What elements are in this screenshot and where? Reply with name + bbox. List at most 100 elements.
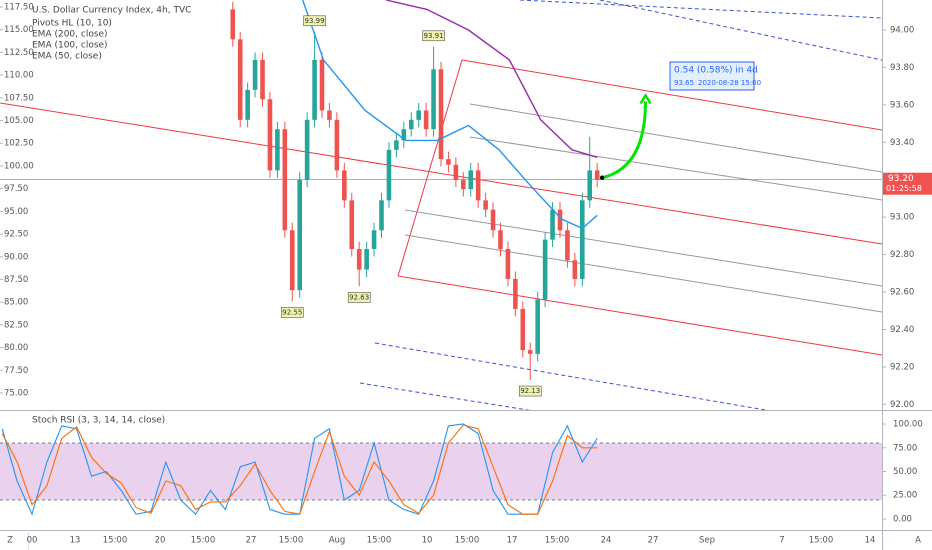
pivot-label: 92.55	[282, 308, 302, 316]
y-tick-label: 93.80	[890, 63, 914, 73]
series-line	[1, 424, 598, 515]
y2-tick-label: 97.50	[4, 184, 28, 194]
x-tick-label: 15:00	[367, 536, 392, 546]
x-tick-label: 15:00	[455, 536, 480, 546]
candle-body	[289, 230, 295, 291]
y-tick-label: 93.40	[890, 138, 914, 148]
y-tick-label: 93.00	[890, 213, 914, 223]
x-tick-label: 13	[70, 536, 81, 546]
y-tick-label: 92.60	[890, 288, 914, 298]
indicator-label: EMA (200, close)	[32, 30, 108, 40]
pivot-box	[281, 307, 304, 318]
stoch-tick-label: 25.00	[893, 491, 917, 501]
indicator-label: Pivots HL (10, 10)	[32, 19, 112, 29]
stoch-tick-label: 0.00	[893, 514, 912, 524]
y2-tick-label: 82.50	[4, 320, 28, 330]
candle-body	[408, 119, 414, 130]
candle-body	[565, 230, 570, 261]
candle-body	[394, 140, 399, 150]
candle-body	[401, 129, 407, 141]
candle-body	[483, 200, 488, 210]
pivot-box	[518, 385, 542, 397]
x-tick-label: 17	[507, 536, 518, 546]
candle-body	[446, 159, 451, 165]
x-tick-label: 15:00	[545, 536, 570, 546]
candle-body	[297, 179, 303, 291]
pitchfork-handle	[397, 59, 463, 277]
forecast-change: 0.54 (0.58%) in 4d	[674, 66, 758, 76]
candle-body	[364, 248, 369, 270]
pivot-box	[422, 30, 445, 42]
candle-body	[356, 248, 362, 270]
candle-body	[342, 170, 347, 201]
y-tick-label: 94.00	[890, 25, 914, 35]
x-tick-label: 15:00	[809, 536, 834, 546]
pivot-box	[347, 292, 371, 303]
forecast-arrowhead	[639, 93, 652, 105]
channel-inner	[404, 234, 882, 313]
channel-upper	[461, 59, 882, 131]
last-price-tag	[883, 172, 932, 195]
x-tick-label: 20	[155, 536, 166, 546]
series-line	[385, 0, 598, 158]
y2-tick-label: 115.00	[4, 25, 34, 35]
channel-lower	[397, 275, 882, 356]
x-tick-label: Sep	[699, 536, 715, 546]
candle-body	[386, 149, 392, 201]
channel-inner	[404, 209, 882, 287]
candle-body	[572, 260, 578, 279]
stoch-tick-label: 100.00	[893, 420, 923, 430]
zoom-button[interactable]: Z	[7, 536, 13, 546]
x-tick-label: 14	[865, 536, 876, 546]
candle-body	[275, 129, 280, 171]
x-tick-label: 15:00	[191, 536, 216, 546]
last-price-label: 93.20	[888, 174, 914, 184]
pivot-label: 92.13	[520, 387, 540, 395]
candle-body	[237, 39, 243, 120]
x-tick-label: 24	[601, 536, 612, 546]
x-tick-label: 7	[779, 536, 784, 546]
candle-body	[379, 200, 384, 231]
candle-body	[423, 110, 429, 130]
countdown: 01:25:58	[886, 184, 922, 193]
y2-tick-label: 95.00	[4, 207, 28, 217]
channel-inner	[469, 136, 882, 201]
candle-body	[230, 9, 236, 40]
forecast-arrow	[601, 101, 648, 180]
channel-outer	[519, 0, 882, 19]
candle-body	[327, 110, 332, 120]
candle-body	[319, 59, 325, 111]
candle-body	[557, 209, 563, 231]
forecast-date: 2020-08-28 15:00	[698, 79, 761, 87]
candle-body	[282, 129, 288, 231]
candle-body	[475, 170, 481, 201]
x-tick-label: 00	[27, 536, 38, 546]
candle-body	[260, 59, 265, 100]
y2-tick-label: 87.50	[4, 275, 28, 285]
candle-body	[438, 69, 444, 160]
main-pane: 93.99 92.55 92.63 93.91 92.13	[0, 0, 882, 397]
y2-tick-label: 85.00	[4, 298, 28, 308]
candle-body	[468, 170, 474, 190]
x-tick-label: 27	[648, 536, 659, 546]
candle-body	[252, 59, 258, 90]
candle-body	[431, 69, 436, 130]
stoch-tick-label: 50.00	[893, 467, 917, 477]
candle-body	[453, 164, 459, 180]
y2-tick-label: 75.00	[4, 389, 28, 399]
candle-body	[490, 209, 496, 231]
indicator-label: EMA (50, close)	[32, 52, 102, 62]
candle-body	[594, 170, 600, 180]
candle-body	[505, 248, 511, 279]
x-tick-label: Aug	[329, 536, 346, 546]
pivot-label: 92.63	[349, 293, 369, 301]
y2-tick-label: 92.50	[4, 230, 28, 240]
candle-body	[542, 239, 548, 300]
auto-scale-button[interactable]: A	[915, 536, 921, 546]
y2-tick-label: 105.00	[4, 116, 34, 126]
candle-body	[304, 119, 310, 180]
stoch-tick-label: 75.00	[893, 443, 917, 453]
candle-body	[349, 200, 355, 249]
